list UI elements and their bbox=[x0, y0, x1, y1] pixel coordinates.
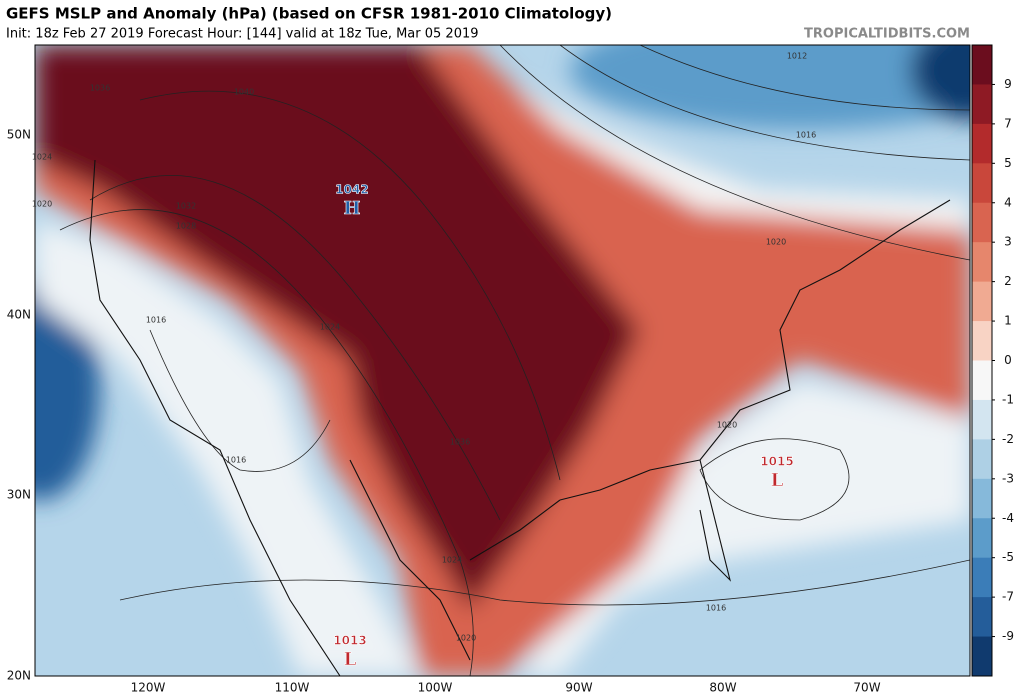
center-value: 1042 bbox=[335, 183, 368, 197]
subtitle: Init: 18z Feb 27 2019 Forecast Hour: [14… bbox=[6, 27, 479, 42]
colorbar: 9 7 5 4 3 2 1 0 -1 -2 -3 -4 -5 -7 -9 bbox=[971, 44, 1014, 677]
contour-label: 1036 bbox=[450, 438, 470, 447]
colorbar-label: 2 bbox=[1004, 274, 1012, 288]
colorbar-segment bbox=[972, 321, 992, 361]
colorbar-segment bbox=[972, 439, 992, 480]
lon-label: 90W bbox=[565, 681, 592, 695]
colorbar-segment bbox=[972, 478, 992, 519]
map-area bbox=[35, 45, 970, 676]
isobars bbox=[59, 45, 970, 676]
colorbar-segment bbox=[972, 518, 992, 559]
contour-label: 1020 bbox=[32, 200, 52, 209]
contour-label: 1020 bbox=[717, 421, 737, 430]
lon-label: 110W bbox=[275, 681, 310, 695]
colorbar-label: 7 bbox=[1004, 116, 1012, 130]
contour-label: 1028 bbox=[176, 222, 196, 231]
colorbar-label: 3 bbox=[1004, 235, 1012, 249]
colorbar-label: -7 bbox=[1002, 590, 1014, 604]
colorbar-label: -4 bbox=[1002, 511, 1014, 525]
blue-anomaly bbox=[570, 45, 970, 130]
contour-label: 1016 bbox=[226, 456, 246, 465]
colorbar-label: 4 bbox=[1004, 195, 1012, 209]
colorbar-label: -3 bbox=[1002, 471, 1014, 485]
blue-anomaly bbox=[910, 45, 970, 120]
colorbar-segment bbox=[972, 242, 992, 283]
colorbar-segment bbox=[972, 557, 992, 598]
lon-label: 120W bbox=[131, 681, 166, 695]
colorbar-segment bbox=[972, 399, 992, 440]
contour-label: 1024 bbox=[320, 323, 340, 332]
contour-label: 1012 bbox=[787, 52, 807, 61]
colorbar-segment bbox=[972, 163, 992, 204]
lon-label: 70W bbox=[853, 681, 880, 695]
lat-label: 50N bbox=[7, 128, 31, 142]
center-value: 1013 bbox=[333, 634, 366, 648]
contour-label: 1016 bbox=[706, 604, 726, 613]
center-symbol: H bbox=[343, 198, 360, 219]
contour-label: 1020 bbox=[456, 634, 476, 643]
center-symbol: L bbox=[771, 470, 784, 491]
contour-label: 1032 bbox=[176, 202, 196, 211]
title: GEFS MSLP and Anomaly (hPa) (based on CF… bbox=[6, 5, 612, 23]
colorbar-segment bbox=[972, 202, 992, 243]
colorbar-label: -5 bbox=[1002, 550, 1014, 564]
colorbar-label: 1 bbox=[1004, 314, 1012, 328]
colorbar-label: -1 bbox=[1002, 392, 1014, 406]
contour-label: 1016 bbox=[796, 131, 816, 140]
contour-label: 1024 bbox=[442, 556, 462, 565]
colorbar-label: -2 bbox=[1002, 432, 1014, 446]
contour-label: 1036 bbox=[90, 84, 110, 93]
map-frame bbox=[34, 44, 971, 677]
lon-label: 80W bbox=[709, 681, 736, 695]
contour-label: 1020 bbox=[766, 238, 786, 247]
colorbar-segment bbox=[972, 636, 992, 677]
colorbar-label: 9 bbox=[1004, 77, 1012, 91]
coastlines bbox=[89, 159, 951, 676]
colorbar-segment bbox=[972, 597, 992, 638]
neutral-band bbox=[35, 220, 970, 676]
site-credit: TROPICALTIDBITS.COM bbox=[804, 27, 970, 42]
contour-label: 1040 bbox=[234, 88, 254, 97]
center-value: 1015 bbox=[760, 455, 793, 469]
colorbar-label: 0 bbox=[1004, 353, 1012, 367]
colorbar-label: 5 bbox=[1004, 156, 1012, 170]
blue-anomaly bbox=[35, 280, 100, 500]
contour-label: 1016 bbox=[146, 316, 166, 325]
lon-label: 100W bbox=[418, 681, 453, 695]
colorbar-segment bbox=[972, 45, 992, 85]
colorbar-segment bbox=[972, 281, 992, 322]
lat-label: 20N bbox=[7, 669, 31, 683]
colorbar-segment bbox=[972, 123, 992, 164]
center-symbol: L bbox=[344, 649, 357, 670]
colorbar-segment bbox=[972, 360, 992, 401]
colorbar-label: -9 bbox=[1002, 629, 1014, 643]
colorbar-segment bbox=[972, 84, 992, 125]
strong-red-anomaly bbox=[35, 45, 640, 610]
lat-label: 40N bbox=[7, 308, 31, 322]
contour-label: 1024 bbox=[32, 153, 52, 162]
lat-label: 30N bbox=[7, 488, 31, 502]
